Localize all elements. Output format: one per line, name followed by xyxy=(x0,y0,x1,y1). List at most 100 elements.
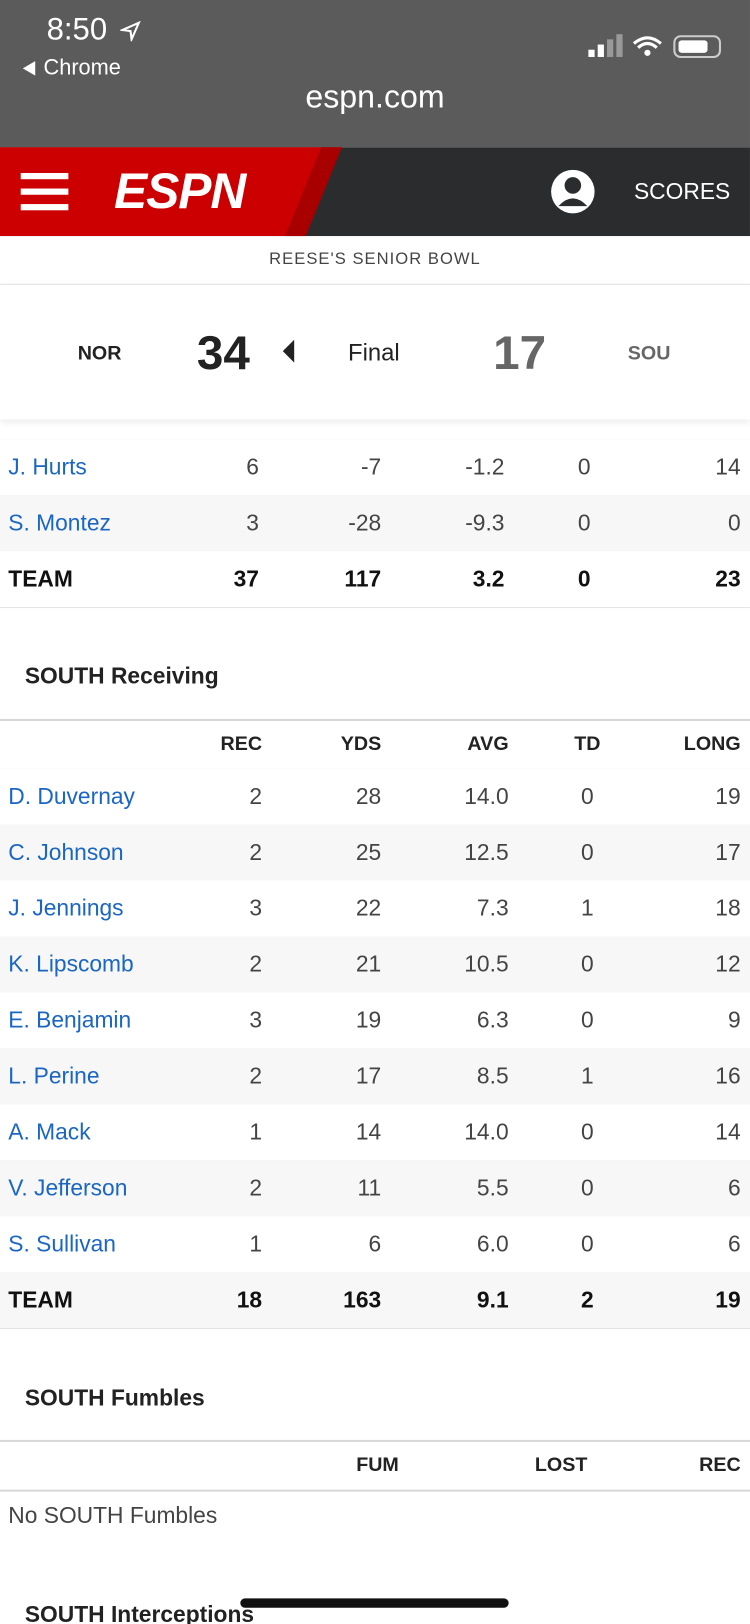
stat: 21 xyxy=(355,950,382,977)
scores-link[interactable]: SCORES xyxy=(633,178,731,205)
stat: 0 xyxy=(577,453,591,480)
stat: 2 xyxy=(249,950,263,977)
table-header: REC YDS AVG TD LONG xyxy=(0,718,750,771)
stat: 17 xyxy=(355,1062,382,1089)
player-name[interactable]: K. Lipscomb xyxy=(8,950,134,977)
stat: 18 xyxy=(236,1286,263,1313)
player-name[interactable]: V. Jefferson xyxy=(8,1174,128,1201)
stat: 11 xyxy=(357,1174,382,1201)
player-row: J. Hurts 6 -7 -1.2 0 14 xyxy=(0,439,750,497)
stat: 9 xyxy=(727,1006,741,1033)
stat: 6 xyxy=(727,1174,741,1201)
player-row: S. Montez 3 -28 -9.3 0 0 xyxy=(0,495,750,553)
stat: 2 xyxy=(581,1286,594,1313)
stat: 1 xyxy=(249,1230,263,1257)
player-row: S. Sullivan 1 6 6.0 0 6 xyxy=(0,1216,750,1274)
player-name[interactable]: A. Mack xyxy=(8,1118,91,1145)
home-indicator xyxy=(240,1598,509,1608)
stat: 12 xyxy=(715,950,741,977)
player-row: V. Jefferson 2 11 5.5 0 6 xyxy=(0,1160,750,1218)
scoreboard: NOR 34 Final 17 SOU xyxy=(0,284,750,420)
team-label: TEAM xyxy=(8,565,73,592)
stat: 14.0 xyxy=(464,1118,509,1145)
winner-arrow xyxy=(282,339,295,363)
event-name: REESE'S SENIOR BOWL xyxy=(0,236,750,285)
player-name[interactable]: J. Jennings xyxy=(8,895,124,921)
stat: 37 xyxy=(233,565,259,592)
away-team: SOU xyxy=(627,342,671,365)
player-name[interactable]: C. Johnson xyxy=(8,839,124,865)
player-row: E. Benjamin 3 19 6.3 0 9 xyxy=(0,992,750,1050)
location-icon xyxy=(120,20,141,42)
nav-bar xyxy=(0,147,750,237)
stat: 5.5 xyxy=(476,1174,509,1201)
stat: 2 xyxy=(249,1062,263,1089)
column-header: REC xyxy=(220,733,263,756)
stat: -28 xyxy=(348,509,382,536)
stat: 14 xyxy=(715,1118,741,1145)
stat: 19 xyxy=(355,1006,382,1033)
stat: 6 xyxy=(246,453,259,480)
player-name[interactable]: S. Montez xyxy=(8,509,111,536)
stat: 3.2 xyxy=(472,565,505,592)
table-header: FUM LOST REC xyxy=(0,1439,750,1492)
stat: 1 xyxy=(249,1118,263,1145)
stat: 0 xyxy=(577,565,591,592)
stat: 3 xyxy=(246,509,259,536)
url[interactable]: espn.com xyxy=(305,78,445,115)
status-icons xyxy=(588,34,721,59)
stat: 0 xyxy=(581,1006,594,1033)
player-name[interactable]: S. Sullivan xyxy=(8,1230,116,1257)
back-link[interactable]: Chrome xyxy=(43,55,121,80)
stat: 14 xyxy=(355,1118,382,1145)
stat: 117 xyxy=(344,565,382,592)
player-name[interactable]: J. Hurts xyxy=(8,453,87,480)
away-score: 17 xyxy=(493,325,547,380)
stat: 6.3 xyxy=(476,1006,509,1033)
stat: 0 xyxy=(577,509,591,536)
player-name[interactable]: D. Duvernay xyxy=(8,783,135,810)
stat: 1 xyxy=(581,895,594,921)
player-row: C. Johnson 2 25 12.5 0 17 xyxy=(0,824,750,882)
stat: 22 xyxy=(355,895,382,921)
stat: 12.5 xyxy=(464,839,509,865)
stat: 14 xyxy=(715,453,741,480)
stat: 16 xyxy=(715,1062,741,1089)
column-header: REC xyxy=(699,1454,741,1477)
stat: 3 xyxy=(249,1006,263,1033)
home-score: 34 xyxy=(196,325,250,380)
player-row: D. Duvernay 2 28 14.0 0 19 xyxy=(0,768,750,826)
stat: 6 xyxy=(368,1230,382,1257)
stat: 23 xyxy=(715,565,741,592)
section-title: SOUTH Fumbles xyxy=(24,1384,205,1411)
stat: 0 xyxy=(581,839,594,865)
player-name[interactable]: E. Benjamin xyxy=(8,1006,132,1033)
stat: 17 xyxy=(715,839,741,865)
stat: 7.3 xyxy=(476,895,509,921)
team-row: TEAM 37 117 3.2 0 23 xyxy=(0,551,750,609)
team-row: TEAM 18 163 9.1 2 19 xyxy=(0,1272,750,1330)
stat: -1.2 xyxy=(465,453,505,480)
stat: 0 xyxy=(581,1174,594,1201)
stat: 0 xyxy=(581,1118,594,1145)
column-header: AVG xyxy=(467,733,509,756)
stat: 14.0 xyxy=(464,783,509,810)
stat: 18 xyxy=(715,895,741,921)
back-arrow[interactable] xyxy=(21,60,38,77)
stat: 163 xyxy=(343,1286,382,1313)
stat: 3 xyxy=(249,895,263,921)
stat: 10.5 xyxy=(464,950,509,977)
stat: -7 xyxy=(360,453,382,480)
stat: 6 xyxy=(727,1230,741,1257)
stat: 9.1 xyxy=(476,1286,509,1313)
stat: 1 xyxy=(581,1062,594,1089)
stat: 28 xyxy=(355,783,382,810)
player-name[interactable]: L. Perine xyxy=(8,1062,100,1089)
player-row: K. Lipscomb 2 21 10.5 0 12 xyxy=(0,936,750,994)
stat: -9.3 xyxy=(465,509,505,536)
logo[interactable]: ESPN xyxy=(113,164,246,220)
stat: 6.0 xyxy=(476,1230,509,1257)
column-header: TD xyxy=(574,733,601,756)
